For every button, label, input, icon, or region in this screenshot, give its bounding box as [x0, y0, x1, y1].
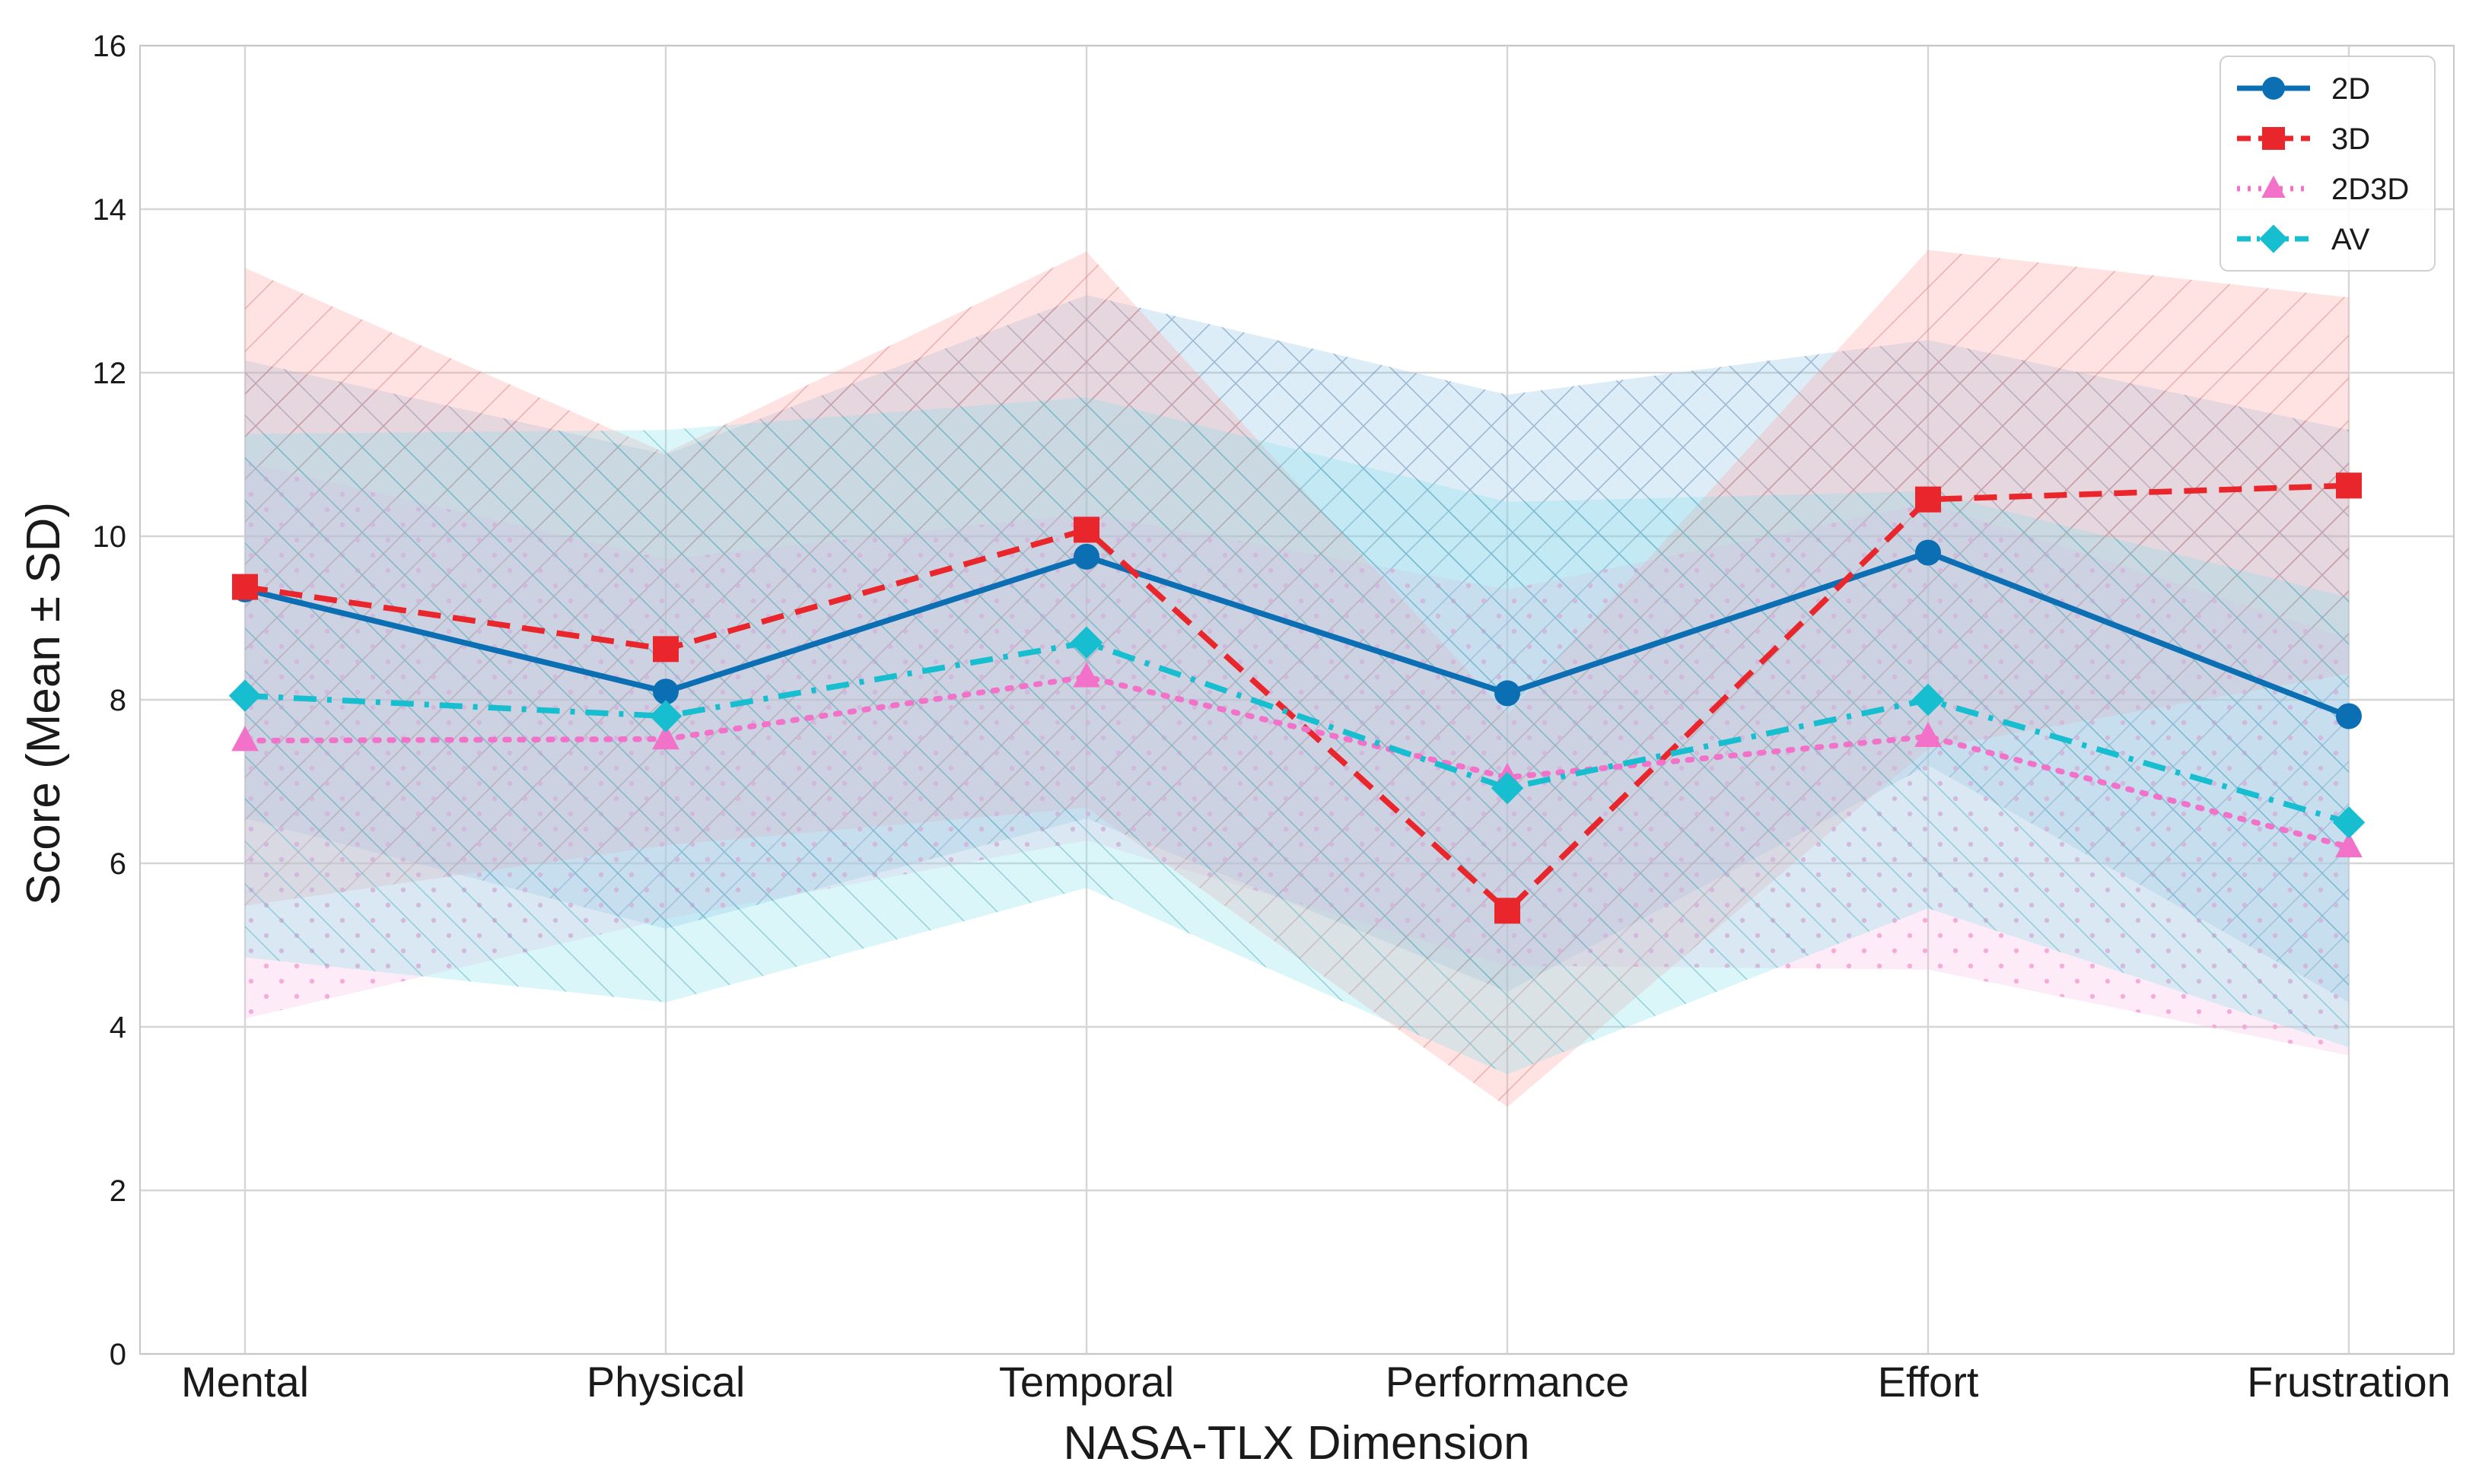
- y-tick-label: 2: [110, 1174, 126, 1208]
- data-point-2d3d: [2335, 831, 2363, 858]
- data-point-3d: [2336, 472, 2362, 499]
- plot-frame: [139, 45, 2455, 1355]
- legend-label-3d: 3D: [2331, 122, 2370, 156]
- series-lines: [242, 482, 2352, 914]
- legend-label-2d3d: 2D3D: [2331, 173, 2409, 206]
- legend-label-2d: 2D: [2331, 72, 2370, 106]
- y-axis-label: Score (Mean ± SD): [18, 502, 70, 905]
- y-tick-label: 4: [110, 1011, 126, 1044]
- data-point-av: [1911, 683, 1945, 717]
- y-tick-label: 6: [110, 847, 126, 881]
- data-point-2d3d: [1073, 662, 1100, 688]
- x-tick-label: Performance: [1386, 1358, 1630, 1406]
- y-tick-label: 14: [93, 193, 127, 227]
- data-point-av: [649, 700, 683, 732]
- series-line-3d: [244, 482, 2350, 914]
- legend-marker-2d: [2262, 77, 2285, 100]
- data-point-3d: [653, 636, 679, 663]
- x-tick-label: Temporal: [999, 1358, 1174, 1406]
- data-point-3d: [1494, 898, 1520, 924]
- x-tick-label: Frustration: [2247, 1358, 2451, 1406]
- data-point-av: [228, 679, 262, 712]
- y-tick-label: 0: [110, 1338, 126, 1371]
- x-tick-label: Mental: [181, 1358, 309, 1406]
- series-line-av: [244, 640, 2350, 825]
- y-tick-labels: 0 2 4 6 8 10 12 14 16: [93, 30, 127, 1371]
- series-line-2d: [244, 549, 2350, 719]
- legend-label-av: AV: [2331, 223, 2370, 256]
- y-tick-label: 12: [93, 357, 127, 390]
- series-line-2d3d: [242, 674, 2352, 850]
- x-tick-label: Physical: [587, 1358, 746, 1406]
- sd-band-hatch-av: [245, 397, 2349, 1075]
- legend-frame: [2219, 56, 2436, 272]
- data-point-av: [1491, 771, 1524, 805]
- data-point-2d3d: [1914, 721, 1942, 747]
- x-axis-label: NASA-TLX Dimension: [1063, 1417, 1529, 1470]
- data-point-2d3d: [652, 724, 679, 750]
- data-point-2d: [1915, 539, 1941, 566]
- data-point-2d: [653, 678, 679, 705]
- data-point-3d: [1915, 486, 1941, 513]
- legend-marker-2d3d: [2261, 175, 2286, 198]
- series-markers: [228, 472, 2366, 924]
- data-point-3d: [232, 574, 258, 600]
- data-point-2d: [1494, 680, 1520, 707]
- x-tick-label: Effort: [1878, 1358, 1979, 1406]
- legend-marker-3d: [2262, 127, 2285, 150]
- y-tick-label: 10: [93, 520, 127, 554]
- sd-bands: [245, 249, 2349, 1107]
- data-point-2d3d: [231, 726, 259, 752]
- legend-marker-av: [2259, 224, 2288, 253]
- y-tick-label: 8: [110, 684, 126, 717]
- x-tick-labels: Mental Physical Temporal Performance Effort F…: [181, 1358, 2451, 1406]
- y-tick-label: 16: [93, 30, 127, 63]
- data-point-2d: [2336, 703, 2362, 729]
- data-point-av: [1070, 626, 1103, 659]
- data-point-av: [2332, 806, 2366, 839]
- data-point-3d: [1074, 516, 1099, 543]
- data-point-2d: [1074, 543, 1099, 570]
